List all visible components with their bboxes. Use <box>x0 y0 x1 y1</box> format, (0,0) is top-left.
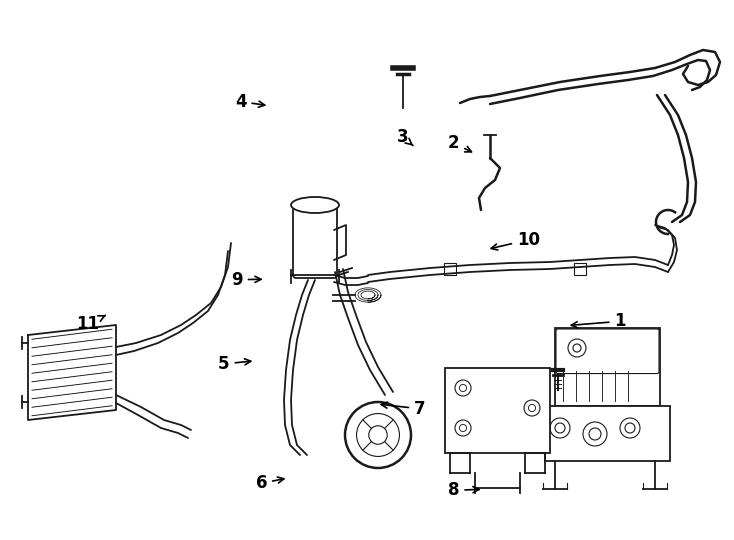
Ellipse shape <box>291 197 339 213</box>
Circle shape <box>589 428 601 440</box>
Text: 1: 1 <box>571 312 626 330</box>
Bar <box>545 406 670 461</box>
Circle shape <box>345 402 411 468</box>
Circle shape <box>455 380 471 396</box>
Text: 7: 7 <box>381 400 426 418</box>
Circle shape <box>459 424 467 431</box>
Bar <box>444 263 456 275</box>
Text: 6: 6 <box>255 474 284 492</box>
FancyBboxPatch shape <box>556 329 659 374</box>
Text: 11: 11 <box>76 315 105 333</box>
Text: 9: 9 <box>231 271 261 289</box>
Bar <box>574 263 586 275</box>
Circle shape <box>550 418 570 438</box>
Text: 5: 5 <box>218 355 251 373</box>
Bar <box>555 328 660 406</box>
Circle shape <box>583 422 607 446</box>
Circle shape <box>524 400 540 416</box>
Bar <box>445 368 550 453</box>
Text: 8: 8 <box>448 481 479 500</box>
Text: 10: 10 <box>491 231 540 250</box>
Text: 2: 2 <box>448 134 471 152</box>
Circle shape <box>455 420 471 436</box>
Text: 4: 4 <box>235 92 265 111</box>
Circle shape <box>555 423 565 433</box>
Circle shape <box>368 426 388 444</box>
Circle shape <box>625 423 635 433</box>
Circle shape <box>573 344 581 352</box>
Circle shape <box>459 384 467 391</box>
Circle shape <box>528 404 536 411</box>
Circle shape <box>568 339 586 357</box>
FancyBboxPatch shape <box>293 207 337 278</box>
Circle shape <box>620 418 640 438</box>
Circle shape <box>357 414 399 456</box>
Text: 3: 3 <box>396 127 413 146</box>
